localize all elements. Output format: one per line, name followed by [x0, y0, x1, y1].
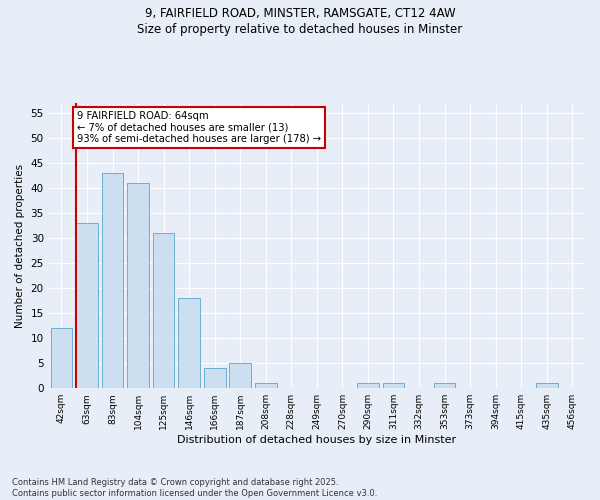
Text: Contains HM Land Registry data © Crown copyright and database right 2025.
Contai: Contains HM Land Registry data © Crown c… [12, 478, 377, 498]
Bar [178, 298, 200, 388]
X-axis label: Distribution of detached houses by size in Minster: Distribution of detached houses by size … [177, 435, 457, 445]
Bar [76, 223, 98, 388]
Bar [204, 368, 226, 388]
Y-axis label: Number of detached properties: Number of detached properties [15, 164, 25, 328]
Bar [536, 383, 557, 388]
Bar [153, 233, 175, 388]
Text: 9 FAIRFIELD ROAD: 64sqm
← 7% of detached houses are smaller (13)
93% of semi-det: 9 FAIRFIELD ROAD: 64sqm ← 7% of detached… [77, 110, 322, 144]
Bar [434, 383, 455, 388]
Bar [50, 328, 72, 388]
Bar [229, 363, 251, 388]
Bar [383, 383, 404, 388]
Bar [127, 183, 149, 388]
Bar [255, 383, 277, 388]
Bar [101, 173, 124, 388]
Bar [357, 383, 379, 388]
Text: 9, FAIRFIELD ROAD, MINSTER, RAMSGATE, CT12 4AW
Size of property relative to deta: 9, FAIRFIELD ROAD, MINSTER, RAMSGATE, CT… [137, 8, 463, 36]
